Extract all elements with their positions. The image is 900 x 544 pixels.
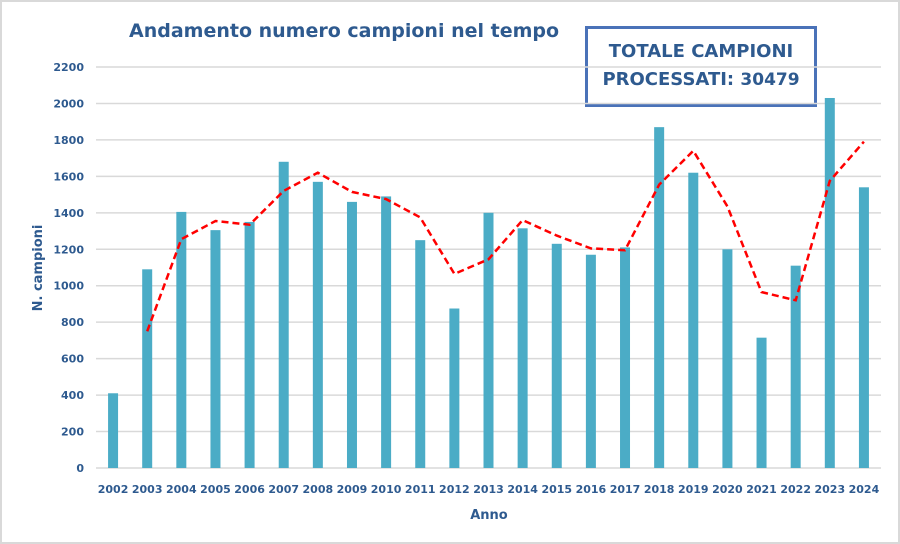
bar-2021: [756, 337, 767, 468]
x-tick-label: 2007: [268, 483, 299, 496]
x-tick-label: 2002: [98, 483, 129, 496]
bar-2006: [244, 221, 255, 468]
total-box-line2: PROCESSATI:: [602, 69, 735, 90]
y-tick-label: 800: [61, 316, 84, 329]
x-tick-label: 2019: [678, 483, 709, 496]
y-tick-label: 0: [76, 462, 84, 475]
bar-2015: [551, 243, 562, 468]
x-tick-label: 2013: [473, 483, 504, 496]
bar-2017: [620, 247, 631, 468]
y-axis-label: N. campioni: [31, 225, 46, 312]
bar-2004: [176, 211, 187, 469]
x-tick-label: 2005: [200, 483, 231, 496]
y-tick-label: 2200: [53, 61, 84, 74]
y-tick-label: 200: [61, 426, 84, 439]
bar-2016: [585, 254, 596, 468]
bar-2013: [483, 212, 494, 468]
bar-2009: [346, 201, 357, 468]
x-axis-label: Anno: [470, 508, 508, 523]
bar-2024: [858, 187, 869, 469]
x-tick-label: 2020: [712, 483, 743, 496]
bar-2005: [210, 230, 221, 468]
y-tick-label: 400: [61, 389, 84, 402]
total-value: 30479: [740, 70, 800, 90]
x-tick-label: 2010: [371, 483, 402, 496]
x-tick-label: 2016: [576, 483, 607, 496]
x-tick-label: 2012: [439, 483, 470, 496]
x-tick-label: 2009: [337, 483, 368, 496]
x-tick-label: 2018: [644, 483, 675, 496]
bar-2014: [517, 228, 528, 468]
y-tick-label: 1800: [53, 134, 84, 147]
bar-2012: [449, 308, 460, 468]
x-tick-label: 2021: [746, 483, 777, 496]
bar-2010: [381, 196, 392, 468]
y-tick-label: 600: [61, 353, 84, 366]
x-tick-label: 2015: [541, 483, 572, 496]
x-tick-label: 2008: [303, 483, 334, 496]
bar-2023: [824, 97, 835, 469]
y-tick-label: 1600: [53, 170, 84, 183]
trendline: [146, 140, 865, 332]
chart-title: Andamento numero campioni nel tempo: [129, 20, 560, 42]
bar-2018: [654, 127, 665, 469]
x-tick-label: 2004: [166, 483, 197, 496]
x-tick-label: 2003: [132, 483, 163, 496]
y-tick-label: 1200: [53, 243, 84, 256]
x-tick-label: 2014: [507, 483, 538, 496]
bar-2007: [278, 161, 289, 469]
y-tick-label: 1400: [53, 207, 84, 220]
bar-2011: [415, 240, 426, 468]
bar-2019: [688, 172, 699, 468]
x-tick-label: 2023: [814, 483, 845, 496]
y-tick-label: 1000: [53, 280, 84, 293]
x-tick-label: 2022: [780, 483, 811, 496]
y-tick-label: 2000: [53, 97, 84, 110]
x-tick-label: 2024: [849, 483, 880, 496]
x-tick-label: 2006: [234, 483, 265, 496]
bar-2002: [108, 393, 119, 468]
total-box-line1: TOTALE CAMPIONI: [608, 41, 794, 62]
bar-2020: [722, 249, 733, 468]
bar-2008: [312, 181, 323, 468]
bar-2022: [790, 265, 801, 468]
bar-2003: [142, 269, 153, 468]
x-tick-label: 2017: [610, 483, 641, 496]
x-tick-label: 2011: [405, 483, 436, 496]
